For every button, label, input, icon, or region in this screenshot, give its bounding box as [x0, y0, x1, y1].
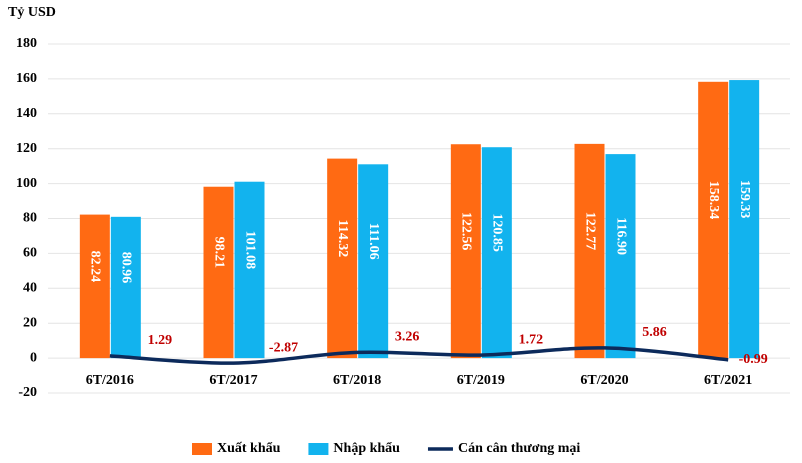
line-value-label: 1.29 — [148, 333, 173, 348]
bar — [450, 144, 481, 359]
legend-swatch — [192, 443, 212, 455]
bar — [698, 81, 729, 359]
y-tick-label: 160 — [16, 71, 37, 86]
line-value-label: 5.86 — [642, 325, 667, 340]
bar-value-label: 159.33 — [737, 180, 752, 219]
y-tick-label: 60 — [23, 246, 37, 261]
bar-value-label: 111.06 — [366, 223, 381, 260]
line-value-label: 1.72 — [519, 332, 544, 347]
line-value-label: -2.87 — [269, 340, 298, 355]
line — [109, 346, 729, 365]
y-tick-label: -20 — [18, 385, 37, 400]
bar — [327, 158, 358, 359]
x-tick-label: 6T/2018 — [333, 373, 381, 388]
legend-label: Cán cân thương mại — [458, 441, 580, 456]
bar — [481, 147, 512, 359]
bar-value-label: 101.08 — [242, 231, 257, 270]
legend-label: Nhập khẩu — [333, 441, 400, 456]
bar-value-label: 158.34 — [706, 181, 721, 220]
bar — [729, 80, 760, 359]
bar-value-label: 120.85 — [490, 213, 505, 252]
bar-value-label: 122.56 — [459, 212, 474, 251]
y-tick-label: 80 — [23, 211, 37, 226]
x-tick-label: 6T/2016 — [86, 373, 134, 388]
x-tick-label: 6T/2021 — [704, 373, 752, 388]
y-tick-label: 120 — [16, 141, 37, 156]
bar-value-label: 114.32 — [335, 219, 350, 257]
legend-label: Xuất khẩu — [217, 441, 281, 456]
bar — [574, 143, 605, 359]
bar-value-label: 82.24 — [88, 251, 103, 283]
x-tick-label: 6T/2017 — [209, 373, 257, 388]
y-tick-label: 0 — [30, 350, 37, 365]
bar — [203, 186, 234, 359]
bar — [79, 214, 110, 359]
y-axis-title: Tỷ USD — [8, 5, 56, 20]
legend-swatch — [308, 443, 329, 455]
bar — [605, 154, 636, 359]
y-tick-label: 180 — [16, 36, 37, 51]
bar-value-label: 80.96 — [119, 252, 134, 284]
bar-value-label: 98.21 — [211, 237, 226, 269]
y-tick-label: 140 — [16, 106, 37, 121]
y-tick-label: 100 — [16, 176, 37, 191]
line-value-label: 3.26 — [395, 330, 420, 345]
bar — [110, 216, 141, 359]
x-tick-label: 6T/2020 — [580, 373, 628, 388]
y-tick-label: 20 — [23, 315, 37, 330]
bar — [358, 164, 389, 359]
x-tick-label: 6T/2019 — [457, 373, 505, 388]
y-tick-label: 40 — [23, 281, 37, 296]
bar-value-label: 122.77 — [582, 212, 597, 251]
line-value-label: -0.99 — [739, 352, 768, 367]
bar — [234, 181, 265, 359]
bar-value-label: 116.90 — [613, 217, 628, 255]
